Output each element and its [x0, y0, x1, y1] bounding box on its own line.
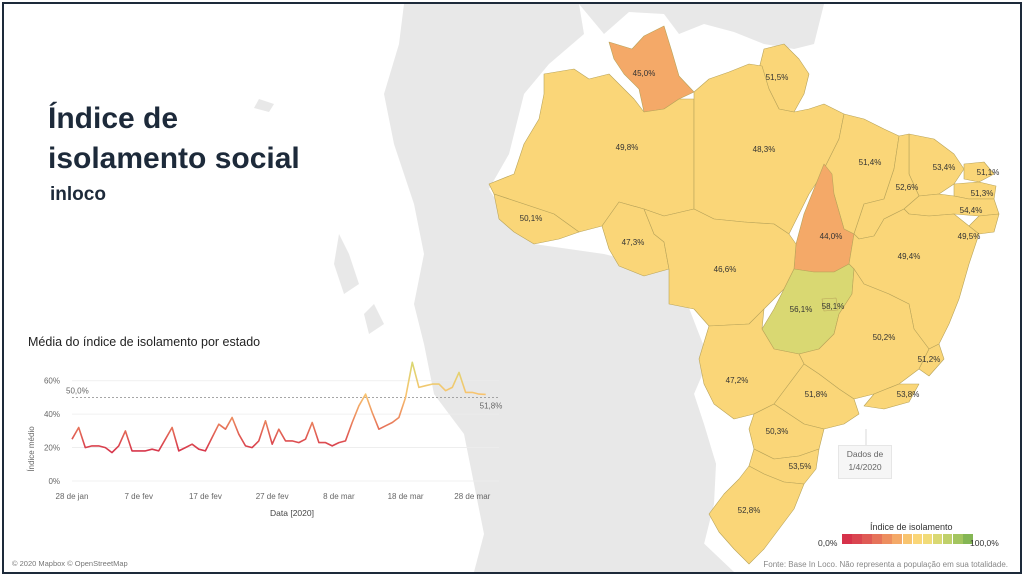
legend-color-scale — [842, 534, 973, 544]
y-tick-label: 0% — [48, 477, 60, 486]
label-rio-grande-do-norte: 51,1% — [977, 168, 1000, 177]
legend-swatch — [922, 534, 933, 544]
x-tick-label: 27 de fev — [256, 492, 289, 501]
state-roraima[interactable] — [608, 25, 695, 113]
label-espirito-santo: 51,2% — [918, 355, 941, 364]
x-axis-label: Data [2020] — [270, 508, 314, 518]
label-santa-catarina: 53,5% — [789, 462, 812, 471]
label-maranhao: 51,4% — [859, 158, 882, 167]
series-line-media[interactable] — [71, 361, 486, 454]
legend-swatch — [963, 534, 973, 544]
legend-swatch — [932, 534, 943, 544]
label-paraiba: 51,3% — [971, 189, 994, 198]
legend-swatch — [842, 534, 852, 544]
label-pernambuco: 54,4% — [960, 206, 983, 215]
label-goias: 56,1% — [790, 305, 813, 314]
brand-logo-text: inloco — [50, 184, 106, 205]
label-tocantins: 44,0% — [820, 232, 843, 241]
label-amapa: 51,5% — [766, 73, 789, 82]
state-alagoas[interactable] — [968, 213, 1000, 235]
brazil-map[interactable]: 45,0% 51,5% 49,8% 48,3% 51,4% 53,4% 51,1… — [4, 4, 1020, 572]
y-tick-label: 20% — [44, 444, 60, 453]
legend-swatch — [872, 534, 882, 544]
x-axis-ticks: 28 de jan 7 de fev 17 de fev 27 de fev 8 de … — [56, 492, 491, 501]
legend-swatch — [902, 534, 913, 544]
title-line-2: isolamento social — [48, 142, 300, 175]
y-tick-label: 40% — [44, 410, 60, 419]
brazil-states — [488, 25, 1000, 565]
label-para: 48,3% — [753, 145, 776, 154]
legend-swatch — [852, 534, 862, 544]
label-rio-de-janeiro: 53,8% — [897, 390, 920, 399]
state-rio-grande-do-sul[interactable] — [708, 465, 805, 565]
label-alagoas: 49,5% — [958, 232, 981, 241]
chart-grid — [72, 380, 499, 482]
legend-swatch — [892, 534, 902, 544]
label-ceara: 53,4% — [933, 163, 956, 172]
label-distrito-federal: 58,1% — [822, 302, 845, 311]
label-bahia: 49,4% — [898, 252, 921, 261]
page-title: Índice de isolamento social — [48, 99, 300, 179]
map-credit[interactable]: © 2020 Mapbox © OpenStreetMap — [12, 559, 128, 568]
neighbor-countries — [254, 4, 824, 572]
state-espirito-santo[interactable] — [918, 343, 945, 377]
legend-title: Índice de isolamento — [870, 522, 953, 532]
y-axis-ticks: 0% 20% 40% 60% — [44, 377, 60, 486]
x-tick-label: 28 de mar — [454, 492, 490, 501]
label-piaui: 52,6% — [896, 183, 919, 192]
state-rio-de-janeiro[interactable] — [863, 383, 920, 410]
label-mato-grosso: 46,6% — [714, 265, 737, 274]
label-roraima: 45,0% — [633, 69, 656, 78]
title-line-1: Índice de — [48, 102, 179, 135]
legend-swatch — [942, 534, 953, 544]
y-axis-label: Índice médio — [27, 426, 36, 472]
label-acre: 50,1% — [520, 214, 543, 223]
legend-min-label: 0,0% — [818, 538, 838, 548]
legend-max-label: 100,0% — [970, 538, 999, 548]
x-tick-label: 18 de mar — [388, 492, 424, 501]
chart-title: Média do índice de isolamento por estado — [28, 335, 261, 349]
x-tick-label: 8 de mar — [323, 492, 355, 501]
date-note: Dados de 1/4/2020 — [838, 445, 892, 479]
date-note-line-2: 1/4/2020 — [848, 462, 882, 472]
state-acre[interactable] — [493, 193, 580, 245]
x-tick-label: 7 de fev — [124, 492, 152, 501]
state-sao-paulo[interactable] — [773, 363, 860, 430]
label-rio-grande-do-sul: 52,8% — [738, 506, 761, 515]
legend-swatch — [862, 534, 872, 544]
label-minas-gerais: 50,2% — [873, 333, 896, 342]
label-mato-grosso-do-sul: 47,2% — [726, 376, 749, 385]
label-sao-paulo: 51,8% — [805, 390, 828, 399]
source-note: Fonte: Base In Loco. Não representa a po… — [763, 560, 1008, 569]
label-amazonas: 49,8% — [616, 143, 639, 152]
state-labels: 45,0% 51,5% 49,8% 48,3% 51,4% 53,4% 51,1… — [520, 69, 1000, 515]
legend-swatch — [953, 534, 963, 544]
state-rio-grande-do-norte[interactable] — [963, 161, 995, 183]
legend-swatch — [912, 534, 923, 544]
legend-swatch — [882, 534, 892, 544]
x-tick-label: 17 de fev — [189, 492, 222, 501]
state-distrito-federal[interactable] — [821, 297, 839, 312]
isolation-line-chart[interactable]: 0% 20% 40% 60% 28 de jan 7 de fev 17 de fev 27… — [24, 354, 504, 534]
label-rondonia: 47,3% — [622, 238, 645, 247]
label-parana: 50,3% — [766, 427, 789, 436]
x-tick-label: 28 de jan — [56, 492, 89, 501]
reference-line-label: 50,0% — [66, 386, 89, 395]
y-tick-label: 60% — [44, 377, 60, 386]
last-value-label: 51,8% — [480, 401, 503, 410]
date-note-line-1: Dados de — [846, 449, 884, 459]
